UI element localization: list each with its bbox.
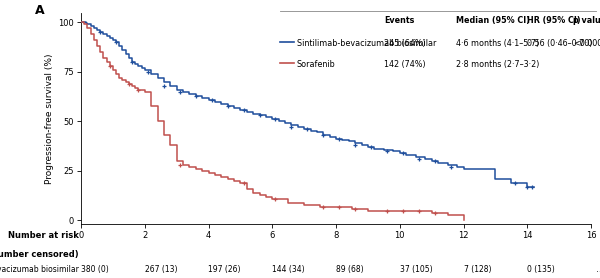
Text: Sorafenib: Sorafenib [297,60,335,69]
Text: …: … [596,265,600,274]
Text: 267 (13): 267 (13) [145,265,177,274]
Text: 7 (128): 7 (128) [464,265,491,274]
Text: Events: Events [385,16,415,25]
Text: HR (95% CI): HR (95% CI) [527,16,581,25]
Text: 0·56 (0·46–0·70): 0·56 (0·46–0·70) [527,39,593,48]
Text: Median (95% CI): Median (95% CI) [456,16,530,25]
Text: p value: p value [573,16,600,25]
Text: (number censored): (number censored) [0,250,79,259]
Text: 37 (105): 37 (105) [400,265,433,274]
Text: 197 (26): 197 (26) [209,265,241,274]
Text: <0·0001: <0·0001 [573,39,600,48]
Text: A: A [35,4,45,17]
Text: 4·6 months (4·1–5·7): 4·6 months (4·1–5·7) [456,39,539,48]
Text: 0 (135): 0 (135) [527,265,555,274]
Text: 144 (34): 144 (34) [272,265,305,274]
Text: 89 (68): 89 (68) [336,265,364,274]
Text: 245 (64%): 245 (64%) [385,39,426,48]
Text: Sintilimab-bevacizumab biosimilar: Sintilimab-bevacizumab biosimilar [0,265,79,274]
Text: 142 (74%): 142 (74%) [385,60,426,69]
Y-axis label: Progression-free survival (%): Progression-free survival (%) [45,53,54,184]
Text: 2·8 months (2·7–3·2): 2·8 months (2·7–3·2) [456,60,539,69]
Text: Number at risk: Number at risk [8,231,79,240]
Text: Sintilimab-bevacizumab biosimilar: Sintilimab-bevacizumab biosimilar [297,39,436,48]
Text: 380 (0): 380 (0) [81,265,109,274]
